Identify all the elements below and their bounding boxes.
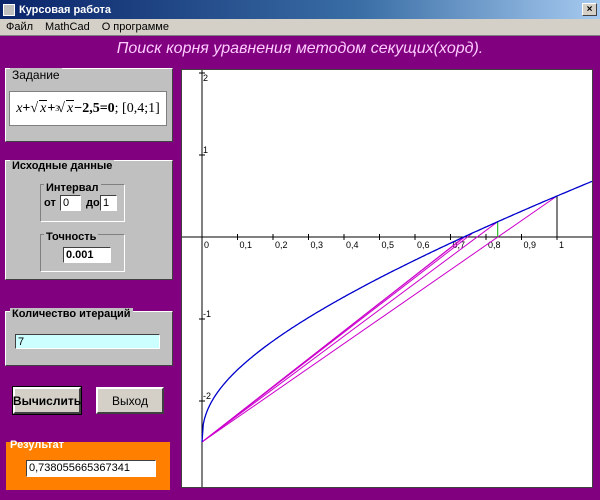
- eq-zero: 0: [107, 100, 115, 116]
- secant-chart: 0 0,1 0,2 0,3 0,4 0,5 0,6 0,7 0,8 0,9 1 2 1 -1 -2: [182, 70, 592, 487]
- menu-mathcad[interactable]: MathCad: [45, 21, 90, 33]
- x-tick-label: 0,2: [275, 240, 288, 250]
- menu-file[interactable]: Файл: [6, 21, 34, 33]
- eq-minus: −: [74, 100, 83, 116]
- eq-plus1: +: [22, 100, 31, 116]
- title-bar: Курсовая работа ×: [0, 0, 600, 19]
- accuracy-input[interactable]: 0.001: [63, 247, 111, 263]
- inputs-title: Исходные данные: [10, 160, 115, 172]
- page-heading: Поиск корня уравнения методом секущих(хо…: [116, 40, 484, 57]
- menu-bar: Файл MathCad О программе: [0, 19, 600, 36]
- result-title: Результат: [10, 439, 65, 451]
- x-tick-label: 0,5: [382, 240, 395, 250]
- task-title: Задание: [10, 68, 62, 82]
- x-tick-label: 0: [204, 240, 209, 250]
- secant-line: [201, 236, 465, 443]
- x-tick-label: 0,6: [417, 240, 430, 250]
- eq-cbrt-index: 3: [55, 104, 60, 113]
- from-input[interactable]: 0: [60, 195, 81, 211]
- iterations-title: Количество итераций: [10, 308, 133, 320]
- equation-display: x + √ x + 3 √ x − 2,5 = 0 ; [0,4;1]: [9, 91, 167, 126]
- y-tick-label: 1: [203, 145, 208, 155]
- y-tick-label: -2: [203, 391, 211, 401]
- x-tick-label: 0,3: [311, 240, 324, 250]
- app-icon: [3, 3, 15, 16]
- to-label: до: [86, 197, 100, 209]
- eq-cbrt-arg: x: [65, 100, 75, 116]
- window-title: Курсовая работа: [19, 3, 112, 16]
- cbrt-icon: √: [57, 100, 65, 116]
- secant-line: [201, 195, 558, 443]
- x-tick-label: 0,4: [346, 240, 359, 250]
- secant-line: [201, 221, 499, 443]
- x-tick-label: 0,9: [524, 240, 537, 250]
- y-tick-label: -1: [203, 309, 211, 319]
- eq-x: x: [16, 100, 23, 116]
- eq-interval: ; [0,4;1]: [114, 100, 160, 116]
- plot-area: 0 0,1 0,2 0,3 0,4 0,5 0,6 0,7 0,8 0,9 1 2 1 -1 -2: [181, 69, 593, 488]
- x-tick-label: 1: [559, 240, 564, 250]
- x-tick-label: 0,1: [240, 240, 253, 250]
- accuracy-title: Точность: [44, 231, 99, 243]
- to-input[interactable]: 1: [100, 195, 117, 211]
- eq-sqrt-arg: x: [39, 100, 48, 116]
- eq-const: 2,5: [82, 100, 100, 116]
- function-curve: [201, 180, 592, 443]
- menu-about[interactable]: О программе: [101, 21, 169, 33]
- eq-plus2: +: [47, 100, 56, 116]
- x-tick-label: 0,8: [488, 240, 501, 250]
- from-label: от: [44, 197, 56, 209]
- x-tick-label: 0,7: [453, 240, 466, 250]
- calculate-button[interactable]: Вычислить: [12, 386, 82, 415]
- eq-equals: =: [99, 100, 108, 116]
- iterations-output: 7: [15, 334, 160, 349]
- result-output: 0,738055665367341: [26, 460, 156, 477]
- exit-button[interactable]: Выход: [96, 387, 164, 414]
- interval-title: Интервал: [44, 182, 101, 194]
- close-button[interactable]: ×: [582, 3, 597, 16]
- y-tick-label: 2: [203, 73, 208, 83]
- sqrt-icon: √: [30, 100, 39, 116]
